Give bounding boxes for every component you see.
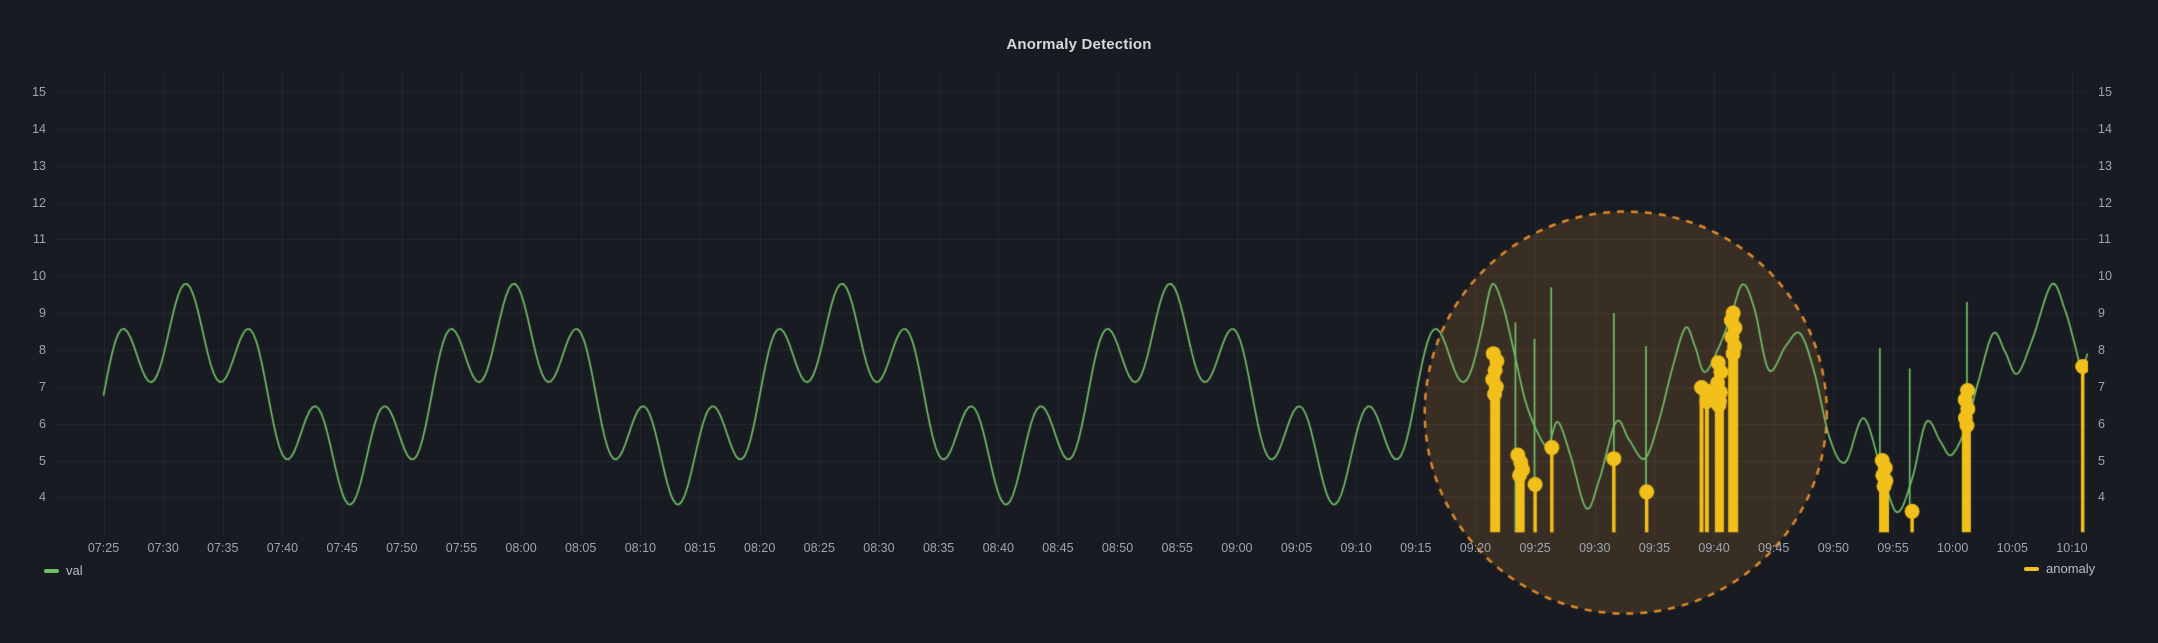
x-tick-label: 07:45 — [326, 541, 358, 555]
x-tick-label: 08:15 — [684, 541, 716, 555]
x-tick-label: 10:10 — [2056, 541, 2088, 555]
x-tick-label: 07:50 — [386, 541, 418, 555]
anomaly-series-swatch — [2024, 566, 2039, 571]
x-tick-label: 09:50 — [1817, 541, 1849, 555]
y-tick-label-right: 9 — [2098, 306, 2105, 321]
x-tick-label: 09:35 — [1638, 541, 1671, 555]
x-tick-label: 08:50 — [1101, 541, 1134, 555]
y-tick-label-left: 8 — [39, 342, 46, 357]
y-tick-label-right: 10 — [2098, 269, 2112, 284]
y-tick-label-right: 13 — [2098, 158, 2112, 173]
y-tick-label-right: 12 — [2098, 195, 2112, 210]
x-tick-label: 07:30 — [147, 541, 179, 555]
y-tick-label-right: 4 — [2098, 490, 2105, 505]
x-tick-label: 08:05 — [565, 541, 597, 555]
x-tick-label: 08:25 — [803, 541, 835, 555]
y-tick-label-right: 14 — [2098, 121, 2112, 136]
x-tick-label: 07:25 — [87, 541, 120, 555]
y-tick-label-left: 7 — [39, 379, 46, 394]
y-tick-label-left: 6 — [39, 416, 46, 431]
y-tick-label-left: 14 — [32, 121, 46, 136]
x-tick-label: 09:25 — [1519, 541, 1551, 555]
x-tick-label: 08:40 — [982, 541, 1014, 555]
x-tick-label: 09:55 — [1877, 541, 1909, 555]
x-tick-label: 09:40 — [1698, 541, 1730, 555]
x-tick-label: 10:05 — [1996, 541, 2028, 555]
x-tick-label: 08:00 — [505, 541, 537, 555]
y-tick-label-left: 12 — [32, 195, 46, 210]
y-tick-label-right: 6 — [2098, 416, 2105, 431]
y-tick-label-left: 13 — [32, 158, 46, 173]
y-tick-label-left: 10 — [32, 269, 46, 284]
y-tick-label-left: 5 — [39, 453, 46, 468]
val-series-swatch — [44, 568, 59, 573]
x-tick-label: 09:10 — [1340, 541, 1372, 555]
x-tick-label: 08:45 — [1042, 541, 1074, 555]
legend-item-anomaly[interactable]: anomaly — [2024, 561, 2095, 576]
x-tick-label: 07:40 — [266, 541, 299, 555]
x-tick-label: 08:20 — [744, 541, 776, 555]
y-tick-label-right: 7 — [2098, 379, 2105, 394]
y-tick-label-right: 15 — [2098, 85, 2112, 99]
x-tick-label: 09:30 — [1579, 541, 1611, 555]
x-tick-label: 09:45 — [1758, 541, 1790, 555]
x-tick-label: 09:20 — [1459, 541, 1492, 555]
y-tick-label-right: 11 — [2098, 232, 2111, 247]
y-tick-label-right: 5 — [2098, 453, 2105, 468]
x-tick-label: 08:10 — [624, 541, 656, 555]
legend-val-label: val — [66, 563, 83, 578]
x-tick-label: 08:30 — [863, 541, 895, 555]
y-tick-label-right: 8 — [2098, 342, 2105, 357]
y-tick-label-left: 4 — [39, 490, 46, 505]
x-tick-label: 09:15 — [1400, 541, 1432, 555]
y-tick-label-left: 11 — [33, 232, 46, 247]
x-tick-label: 08:35 — [922, 541, 955, 555]
legend-item-val[interactable]: val — [44, 563, 83, 578]
x-tick-label: 10:00 — [1937, 541, 1969, 555]
y-tick-label-left: 9 — [39, 306, 46, 321]
x-tick-label: 07:35 — [207, 541, 239, 555]
x-tick-label: 08:55 — [1161, 541, 1193, 555]
x-tick-label: 09:05 — [1280, 541, 1313, 555]
y-tick-label-left: 15 — [32, 85, 46, 99]
legend-anomaly-label: anomaly — [2046, 561, 2096, 576]
x-tick-label: 09:00 — [1221, 541, 1253, 555]
x-tick-label: 07:55 — [445, 541, 478, 555]
